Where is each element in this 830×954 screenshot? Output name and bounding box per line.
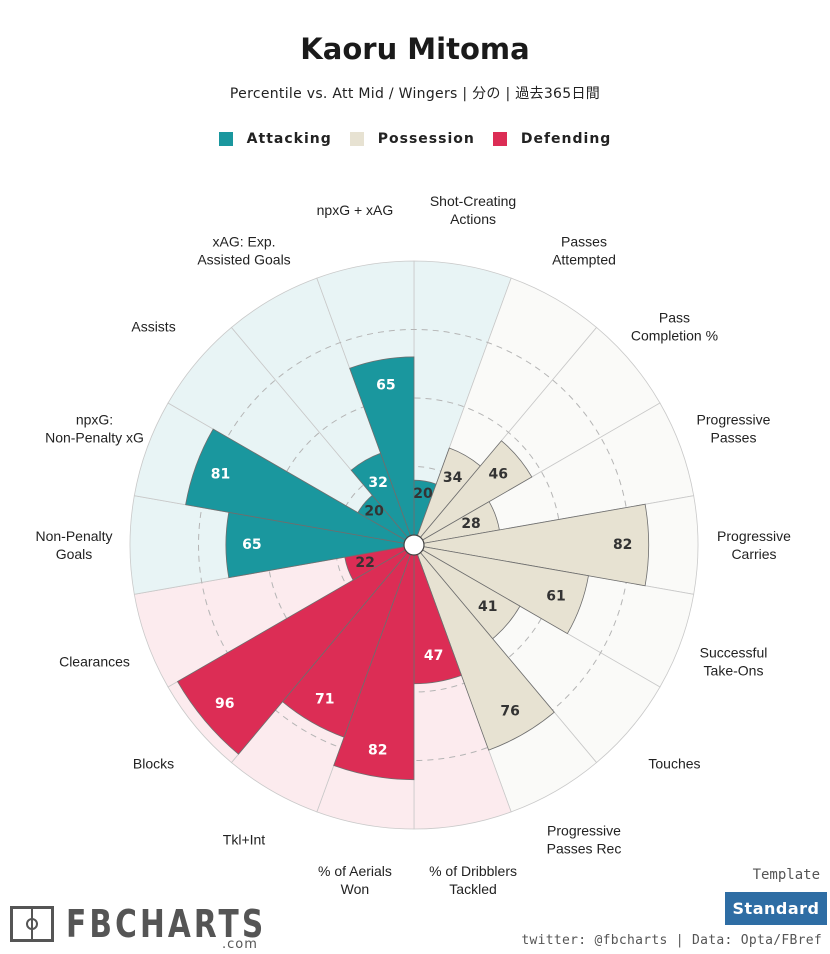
chart-subtitle: Percentile vs. Att Mid / Wingers | 分の | … xyxy=(229,86,601,102)
value-label-progressive-passes-rec: 76 xyxy=(500,703,519,719)
value-label-npxg-xag: 65 xyxy=(376,377,395,393)
data-credit: twitter: @fbcharts | Data: Opta/FBref xyxy=(521,933,822,948)
axis-label-shot-creating-actions: Shot-Creating Actions xyxy=(430,193,516,227)
legend-swatch-possession xyxy=(349,132,364,146)
legend-item-attacking: Attacking xyxy=(218,131,332,147)
value-label-passes-attempted: 34 xyxy=(443,470,463,486)
axis-label-progressive-passes: Progressive Passes xyxy=(697,412,771,446)
value-label-xag-exp-assisted-goals: 32 xyxy=(368,475,387,491)
legend-swatch-attacking xyxy=(218,132,233,146)
center-dot xyxy=(403,534,425,556)
value-label-tkl-int: 71 xyxy=(315,692,334,708)
value-label-assists: 20 xyxy=(364,504,384,520)
value-label-non-penalty-goals: 65 xyxy=(242,537,261,553)
axis-label-of-dribblers-tackled: % of Dribblers Tackled xyxy=(429,863,517,897)
value-label-pass-completion: 46 xyxy=(489,466,508,482)
axis-label-assists: Assists xyxy=(131,318,175,334)
value-label-npxg-non-penalty-xg: 81 xyxy=(211,467,230,483)
legend-item-defending: Defending xyxy=(492,131,612,147)
axis-label-progressive-passes-rec: Progressive Passes Rec xyxy=(547,822,622,856)
fbcharts-logo: FBCHARTS xyxy=(10,902,323,946)
axis-label-successful-take-ons: Successful Take-Ons xyxy=(700,644,768,678)
legend-label-defending: Defending xyxy=(520,131,612,147)
value-label-shot-creating-actions: 20 xyxy=(413,486,433,502)
axis-label-npxg-xag: npxG + xAG xyxy=(317,202,394,218)
value-label-touches: 41 xyxy=(478,599,497,615)
value-label-of-dribblers-tackled: 47 xyxy=(424,648,443,664)
legend: Attacking Possession Defending xyxy=(0,131,830,147)
legend-item-possession: Possession xyxy=(349,131,475,147)
axis-label-non-penalty-goals: Non-Penalty Goals xyxy=(35,528,112,562)
axis-label-pass-completion: Pass Completion % xyxy=(631,309,718,343)
axis-label-progressive-carries: Progressive Carries xyxy=(717,528,791,562)
template-label: Template xyxy=(752,867,820,883)
axis-label-of-aerials-won: % of Aerials Won xyxy=(318,863,392,897)
axis-label-passes-attempted: Passes Attempted xyxy=(552,234,616,268)
value-label-successful-take-ons: 61 xyxy=(546,589,565,605)
value-label-progressive-passes: 28 xyxy=(461,516,480,532)
legend-swatch-defending xyxy=(492,132,507,146)
value-label-clearances: 22 xyxy=(355,555,374,571)
value-label-progressive-carries: 82 xyxy=(613,537,632,553)
value-label-blocks: 96 xyxy=(215,696,234,712)
logo-domain: .com xyxy=(222,937,258,952)
axis-label-blocks: Blocks xyxy=(133,756,174,772)
axis-label-npxg-non-penalty-xg: npxG: Non-Penalty xG xyxy=(45,412,144,446)
axis-label-touches: Touches xyxy=(648,756,700,772)
template-standard-button[interactable]: Standard xyxy=(725,892,827,925)
logo-text: FBCHARTS xyxy=(66,902,267,946)
value-label-of-aerials-won: 82 xyxy=(368,743,387,759)
axis-label-xag-exp-assisted-goals: xAG: Exp. Assisted Goals xyxy=(197,234,290,268)
axis-label-clearances: Clearances xyxy=(59,653,130,669)
legend-label-attacking: Attacking xyxy=(246,131,332,147)
legend-label-possession: Possession xyxy=(377,131,475,147)
chart-title: Kaoru Mitoma xyxy=(300,32,530,66)
axis-label-tkl-int: Tkl+Int xyxy=(223,831,266,847)
pitch-icon xyxy=(10,906,54,942)
